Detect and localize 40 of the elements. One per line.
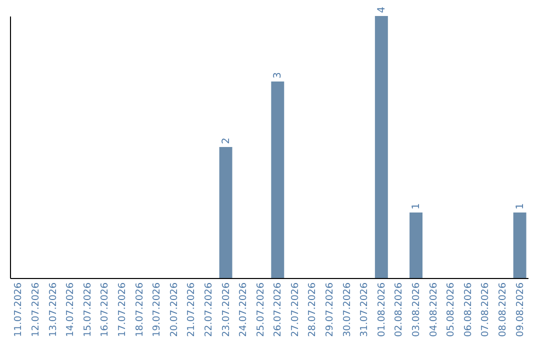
x-tick-label: 25.07.2026 — [255, 282, 266, 337]
x-tick-label: 15.07.2026 — [82, 282, 94, 337]
x-tick-label: 24.07.2026 — [238, 282, 250, 337]
x-tick-label: 30.07.2026 — [342, 282, 353, 337]
x-tick-label: 29.07.2026 — [324, 282, 336, 337]
x-tick-label: 08.08.2026 — [497, 282, 508, 337]
x-tick-label: 03.08.2026 — [411, 282, 422, 337]
data-label: 2 — [220, 138, 232, 144]
x-tick-label: 27.07.2026 — [290, 282, 301, 337]
x-tick-label: 31.07.2026 — [359, 282, 370, 337]
x-tick-label: 11.07.2026 — [13, 282, 24, 337]
x-tick-label: 09.08.2026 — [514, 282, 526, 337]
x-tick-label: 13.07.2026 — [48, 282, 59, 337]
x-tick-label: 18.07.2026 — [134, 282, 146, 337]
x-tick-label: 12.07.2026 — [30, 282, 42, 337]
x-tick-label: 22.07.2026 — [203, 282, 214, 337]
x-tick-label: 16.07.2026 — [100, 282, 111, 337]
x-tick-label: 26.07.2026 — [272, 282, 284, 337]
x-tick-label: 20.07.2026 — [168, 282, 180, 337]
bar — [219, 147, 232, 278]
x-tick-label: 21.07.2026 — [186, 282, 198, 337]
bar — [374, 16, 388, 278]
x-tick-label: 17.07.2026 — [116, 282, 128, 337]
data-label: 4 — [376, 6, 388, 13]
x-tick-label: 04.08.2026 — [428, 282, 440, 337]
x-tick-label: 28.07.2026 — [307, 282, 318, 337]
x-tick-label: 01.08.2026 — [376, 282, 388, 337]
x-tick-label: 19.07.2026 — [152, 282, 163, 337]
x-tick-label: 23.07.2026 — [220, 282, 232, 337]
bar — [410, 212, 422, 278]
x-tick-label: 02.08.2026 — [394, 282, 405, 337]
x-tick-label: 07.08.2026 — [480, 282, 492, 337]
data-label: 1 — [411, 203, 422, 210]
bar — [513, 212, 526, 278]
data-label: 3 — [272, 72, 284, 78]
data-label: 1 — [514, 203, 526, 210]
bar — [271, 82, 284, 278]
x-tick-label: 06.08.2026 — [462, 282, 474, 337]
x-tick-label: 14.07.2026 — [65, 282, 76, 337]
x-tick-label: 05.08.2026 — [446, 282, 457, 337]
